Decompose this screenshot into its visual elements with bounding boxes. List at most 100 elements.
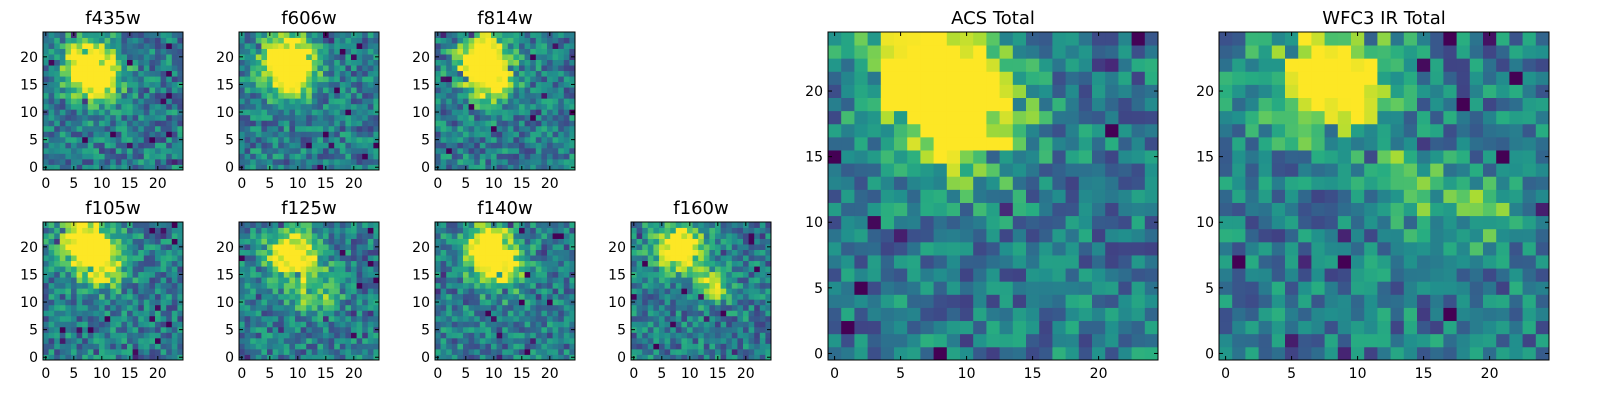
heatmap-cell [1078, 268, 1093, 282]
heatmap-cell [59, 260, 66, 267]
heatmap-cell [99, 109, 105, 116]
heatmap-cell [907, 255, 921, 269]
heatmap-cell [110, 238, 117, 245]
heatmap-cell [171, 337, 178, 344]
heatmap-cell [317, 227, 324, 234]
heatmap-cell [463, 81, 469, 88]
heatmap-cell [1144, 215, 1159, 230]
heatmap-cell [76, 136, 83, 143]
x-tick-label: 5 [265, 366, 274, 382]
heatmap-cell [367, 354, 374, 361]
heatmap-cell [563, 136, 570, 143]
heatmap-cell [138, 282, 145, 289]
heatmap-cell [48, 131, 55, 138]
heatmap-cell [451, 153, 458, 160]
heatmap-cell [530, 65, 537, 72]
heatmap-cell [143, 266, 150, 273]
heatmap-cell [547, 304, 553, 311]
heatmap-cell [451, 277, 458, 284]
heatmap-cell [986, 307, 1000, 322]
heatmap-cell [513, 315, 520, 322]
heatmap-cell [362, 343, 369, 350]
heatmap-cell [894, 255, 908, 269]
heatmap-cell [530, 103, 537, 110]
heatmap-cell [468, 354, 475, 361]
heatmap-cell [244, 249, 251, 256]
heatmap-cell [328, 147, 335, 154]
heatmap-cell [255, 343, 262, 350]
heatmap-cell [524, 158, 531, 165]
heatmap-cell [636, 227, 643, 234]
heatmap-cell [59, 315, 66, 322]
heatmap-cell [1144, 281, 1159, 295]
heatmap-cell [93, 354, 100, 361]
heatmap-cell [289, 92, 296, 99]
heatmap-cell [854, 320, 868, 335]
heatmap-cell [524, 227, 531, 234]
heatmap-cell [143, 337, 150, 344]
heatmap-cell [306, 98, 313, 105]
heatmap-cell [311, 354, 318, 361]
heatmap-cell [317, 249, 324, 256]
heatmap-cell [519, 255, 525, 262]
heatmap-cell [351, 315, 357, 322]
heatmap-cell [132, 158, 139, 165]
heatmap-cell [71, 255, 77, 262]
heatmap-cell [535, 332, 542, 339]
heatmap-cell [334, 304, 341, 311]
heatmap-cell [513, 147, 520, 154]
heatmap-cell [435, 147, 441, 154]
heatmap-cell [177, 315, 184, 322]
heatmap-cell [43, 92, 49, 99]
heatmap-cell [239, 233, 245, 239]
heatmap-cell [524, 321, 531, 328]
heatmap-cell [491, 266, 497, 273]
heatmap-cell [664, 299, 671, 306]
heatmap-cell [166, 48, 173, 55]
heatmap-cell [166, 332, 173, 339]
heatmap-cell [468, 109, 475, 116]
heatmap-cell [552, 131, 559, 138]
heatmap-cell [289, 81, 296, 88]
heatmap-cell [765, 315, 772, 322]
heatmap-cell [351, 59, 357, 66]
heatmap-cell [177, 87, 184, 94]
heatmap-cell [82, 103, 89, 110]
heatmap-cell [87, 98, 94, 105]
y-tick-label: 20 [216, 50, 234, 66]
heatmap-cell [351, 332, 357, 339]
heatmap-cell [698, 288, 705, 295]
heatmap-cell [894, 176, 908, 190]
heatmap-cell [177, 76, 184, 83]
heatmap-cell [317, 70, 324, 77]
heatmap-cell [468, 343, 475, 350]
heatmap-cell [748, 233, 755, 239]
heatmap-cell [1052, 241, 1066, 256]
heatmap-cell [435, 92, 441, 99]
heatmap-cell [463, 310, 469, 317]
heatmap-cell [48, 103, 55, 110]
heatmap-cell [261, 114, 268, 121]
heatmap-cell [155, 142, 161, 149]
heatmap-cell [519, 326, 525, 333]
heatmap-cell [76, 354, 83, 361]
heatmap-cell [362, 222, 369, 228]
heatmap-cell [765, 249, 772, 256]
heatmap-cell [65, 299, 72, 306]
heatmap-cell [463, 158, 469, 165]
heatmap-cell [530, 109, 537, 116]
heatmap-cell [317, 109, 324, 116]
heatmap-cell [664, 266, 671, 273]
heatmap-cell [54, 48, 61, 55]
heatmap-cell [244, 142, 251, 149]
heatmap-acs-total [828, 32, 1159, 361]
heatmap-cell [295, 158, 301, 165]
heatmap-cell [177, 103, 184, 110]
heatmap-cell [558, 158, 565, 165]
heatmap-cell [502, 244, 509, 250]
heatmap-cell [647, 326, 654, 333]
heatmap-cell [255, 131, 262, 138]
heatmap-cell [675, 249, 682, 256]
heatmap-cell [569, 343, 576, 350]
heatmap-cell [1078, 176, 1093, 190]
